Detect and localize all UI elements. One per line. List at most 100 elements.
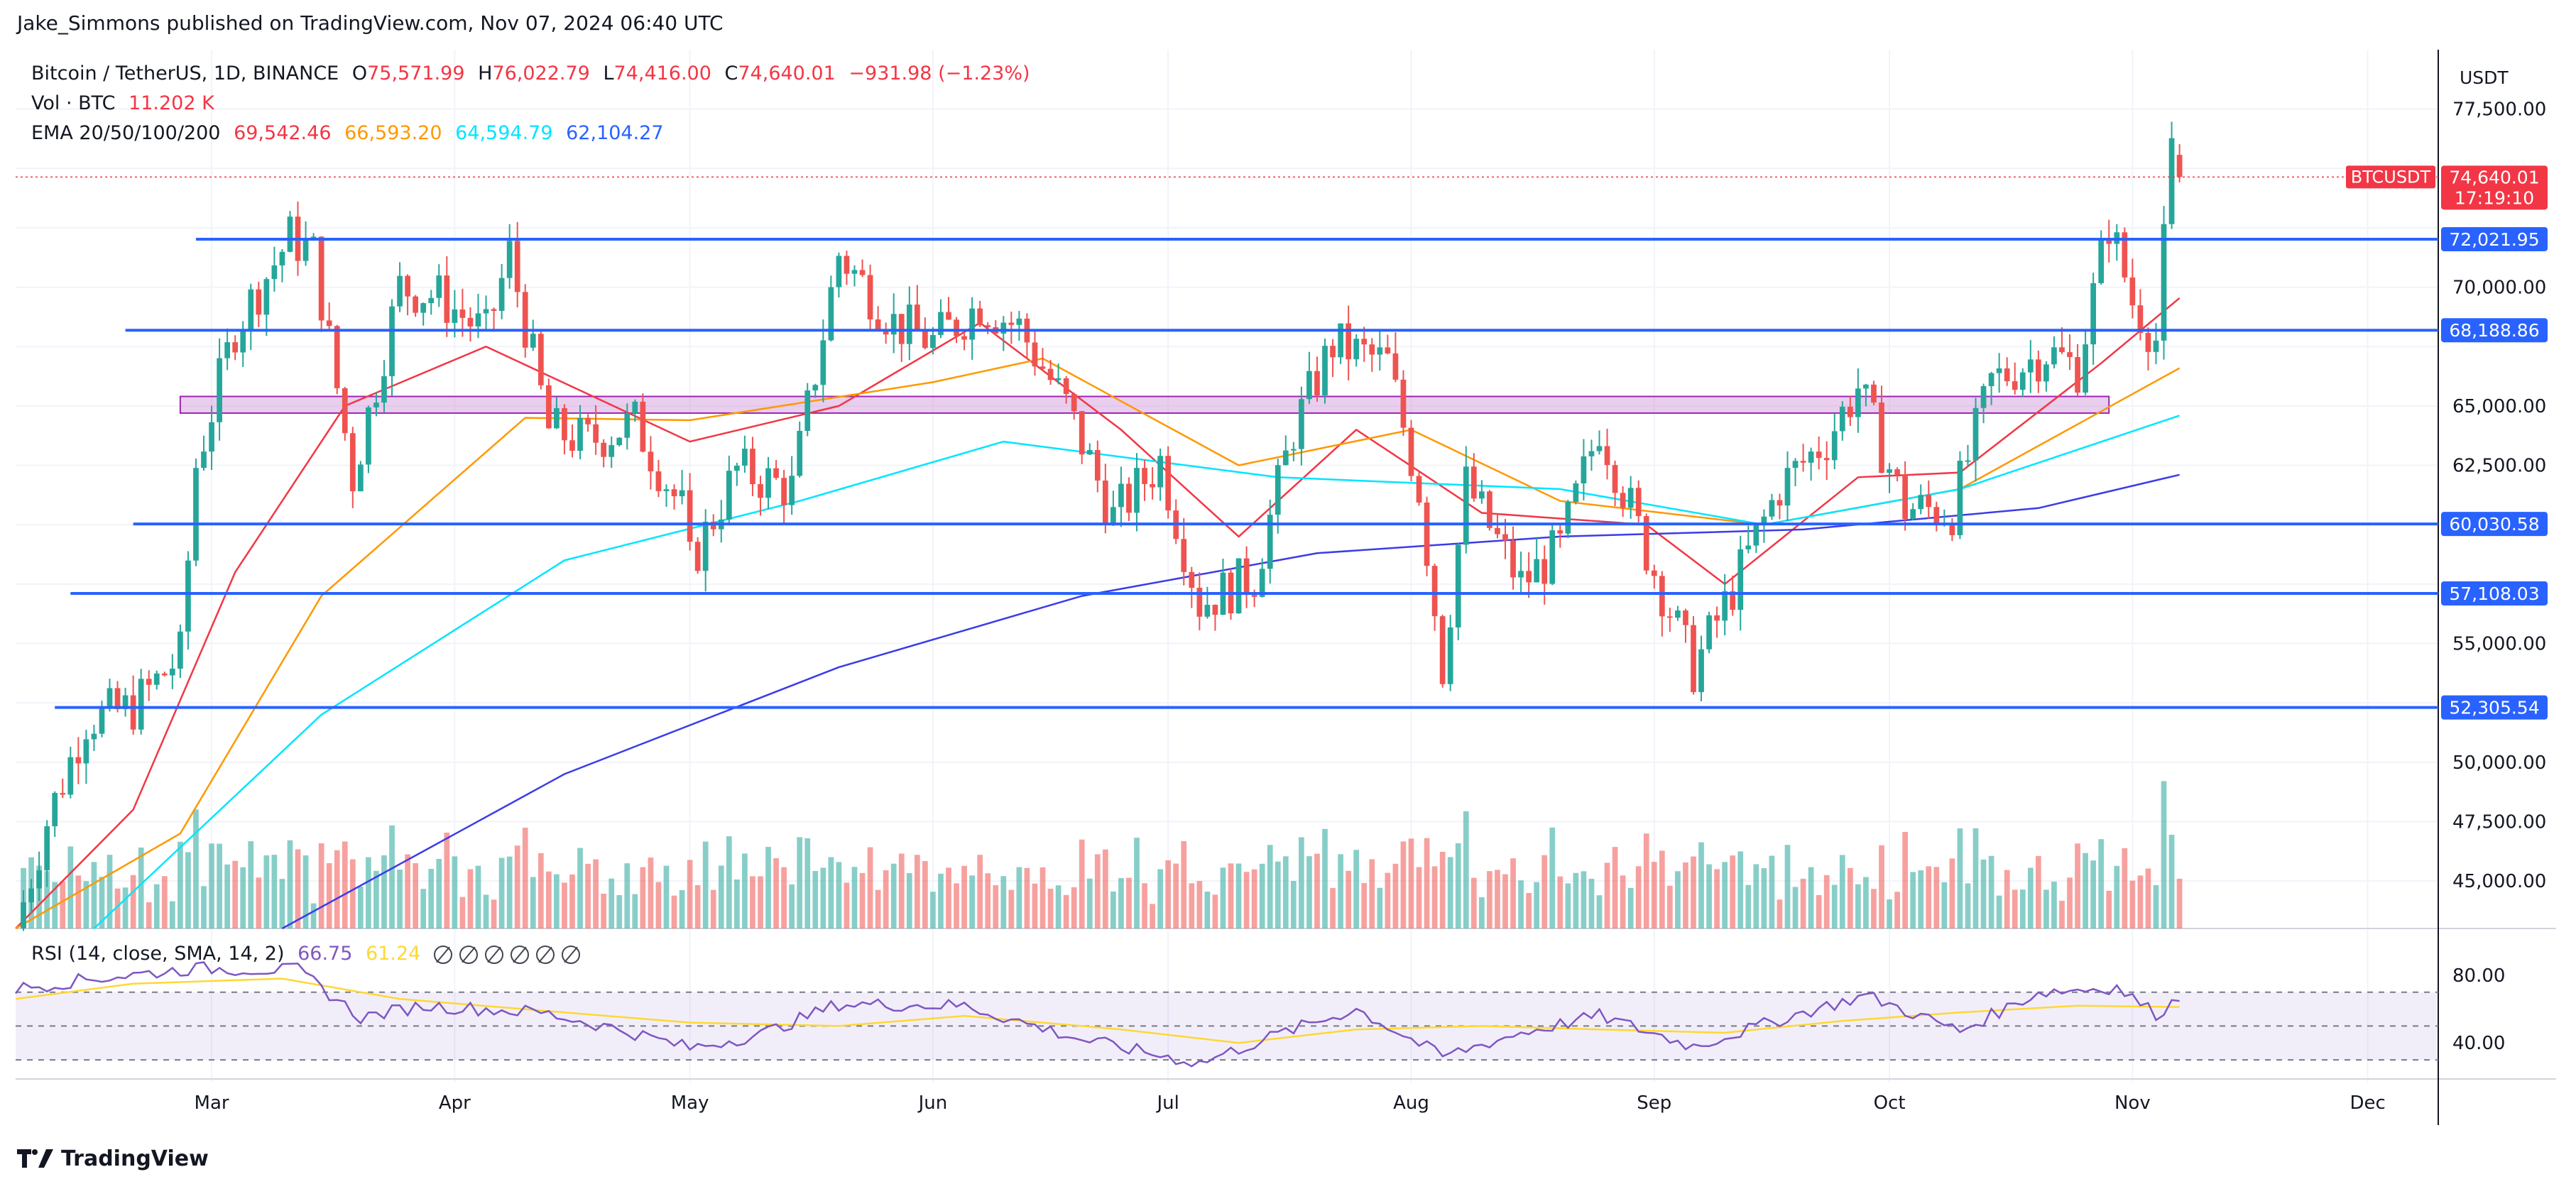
candle-body: [1196, 588, 1203, 617]
volume-bar: [1196, 881, 1203, 928]
candle-body: [726, 471, 732, 520]
legend-close: C74,640.01: [724, 62, 836, 84]
volume-bar: [1479, 897, 1485, 928]
candle-body: [1455, 544, 1461, 628]
volume-bar: [1071, 887, 1077, 928]
candle-body: [1698, 649, 1704, 693]
candle-body: [99, 706, 105, 734]
volume-bar: [608, 878, 615, 928]
candle-body: [789, 476, 795, 505]
volume-bar: [193, 809, 199, 928]
volume-bar: [1424, 838, 1430, 928]
candle-body: [758, 483, 763, 498]
volume-bar: [2145, 868, 2151, 928]
volume-bar: [107, 855, 113, 928]
candle-body: [1165, 456, 1172, 511]
candle-body: [1996, 368, 2002, 373]
volume-bar: [248, 841, 254, 928]
candle-body: [1322, 346, 1328, 395]
candle-body: [413, 296, 419, 313]
candle-body: [263, 279, 270, 315]
volume-bar: [1142, 883, 1147, 928]
candle-body: [1400, 379, 1407, 428]
volume-bar: [373, 870, 379, 928]
candle-body: [122, 695, 129, 709]
candle-body: [2083, 344, 2088, 393]
volume-bar: [1831, 884, 1838, 928]
volume-bar: [1416, 867, 1422, 928]
candles[interactable]: [21, 121, 2183, 931]
candle-body: [60, 793, 66, 795]
volume-bar: [1792, 887, 1799, 928]
volume-bar: [734, 879, 740, 928]
candle-body: [781, 478, 787, 505]
candle-body: [2012, 381, 2018, 390]
candle-body: [1470, 466, 1477, 499]
volume-bar: [1612, 847, 1618, 928]
footer-brand[interactable]: TradingView: [17, 1144, 209, 1173]
candle-body: [1063, 378, 1069, 395]
volume-bar: [1110, 891, 1116, 928]
rsi-line: [14, 961, 2180, 1068]
candle-body: [334, 326, 340, 388]
volume-bar: [1008, 889, 1015, 928]
volume-bar: [1322, 828, 1328, 928]
volume-bar: [1526, 893, 1532, 928]
volume-bar: [1573, 872, 1579, 928]
candle-body: [1181, 539, 1187, 572]
candle-body: [1604, 446, 1610, 466]
volume-bar: [1259, 863, 1265, 928]
rsi-pane: [14, 961, 2438, 1068]
level-price-tag: [2441, 695, 2548, 720]
candle-body: [694, 542, 701, 571]
candle-body: [1651, 570, 1657, 576]
volume-bar: [1863, 877, 1869, 928]
rsi-tick-label: 80.00: [2452, 965, 2505, 987]
candle-body: [1847, 406, 1853, 417]
volume-bar: [1518, 880, 1524, 928]
volume-bar: [318, 843, 324, 928]
volume-bar: [1604, 862, 1610, 928]
level-price-tag: [2441, 318, 2548, 343]
candle-body: [1102, 480, 1108, 525]
volume-bar: [459, 897, 466, 928]
candle-body: [1557, 530, 1563, 534]
volume-bar: [1377, 887, 1383, 928]
candle-body: [2106, 239, 2112, 244]
volume-bar: [2114, 865, 2120, 928]
volume-bar: [1957, 828, 1963, 928]
nan-mark-icon: [484, 945, 503, 964]
volume-bar: [1487, 871, 1492, 928]
candle-body: [498, 278, 505, 311]
candle-body: [1823, 458, 1830, 461]
candle-body: [1071, 394, 1077, 412]
candle-body: [977, 308, 983, 326]
horizontal-levels[interactable]: 72,021.95 68,188.86 60,030.58 57,108.03 52,3…: [55, 226, 2548, 720]
legend-ema20: 69,542.46: [234, 122, 332, 144]
candle-body: [2067, 352, 2073, 358]
candle-body: [83, 739, 89, 764]
candle-body: [601, 442, 607, 457]
candle-body: [1988, 373, 1994, 386]
volume-bar: [366, 857, 371, 928]
legend-high: H76,022.79: [478, 62, 590, 84]
volume-bar: [969, 875, 975, 928]
ema-line: [15, 297, 2181, 929]
volume-bar: [1627, 887, 1634, 928]
volume-bar: [2168, 834, 2175, 928]
legend-ema200: 62,104.27: [566, 122, 664, 144]
volume-bar: [1683, 862, 1688, 928]
volume-bar: [985, 873, 991, 928]
candle-body: [1079, 411, 1085, 455]
volume-bar: [209, 843, 214, 928]
volume-bar: [1691, 856, 1696, 928]
volume-bar: [545, 871, 552, 928]
candle-body: [349, 433, 356, 492]
volume-bar: [506, 856, 513, 928]
volume-bar: [334, 850, 340, 928]
volume-bar: [1823, 875, 1830, 928]
volume-bar: [1534, 882, 1540, 928]
candle-body: [2161, 224, 2167, 341]
candle-body: [914, 305, 920, 331]
